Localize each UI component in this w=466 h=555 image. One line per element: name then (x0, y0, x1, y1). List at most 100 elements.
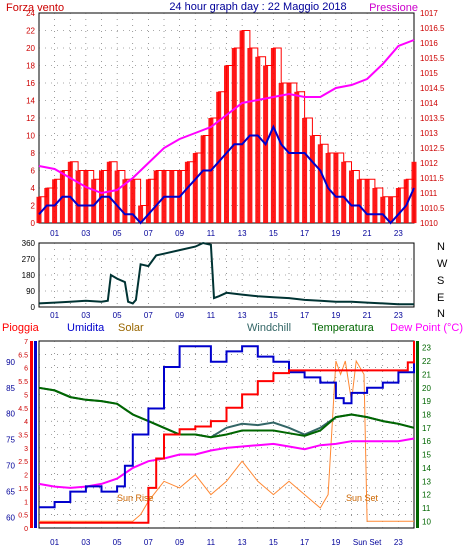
legend-pioggia: Pioggia (2, 322, 40, 334)
wind-speed-tick-label: 16 (26, 79, 35, 88)
wind-pressure-x-tick-label: 07 (144, 229, 153, 238)
rain-tick-label: 0.5 (18, 513, 28, 520)
wind-speed-line (39, 30, 415, 206)
wind-speed-tick-label: 24 (26, 9, 35, 18)
wind-speed-bar (388, 196, 394, 224)
pressure-tick-label: 1014.5 (420, 84, 445, 93)
wind-speed-bar (184, 161, 190, 224)
rain-tick-label: 4.5 (18, 406, 28, 413)
rain-tick-label: 6.5 (18, 352, 28, 359)
wind-direction-series (38, 241, 414, 306)
wind-speed-tick-label: 20 (26, 44, 35, 53)
pressure-tick-label: 1012 (420, 159, 438, 168)
wind-speed-bar (231, 48, 237, 223)
pressure-tick-label: 1015 (420, 69, 438, 78)
wind-speed-bar (67, 161, 73, 224)
humidity-tick-label: 85 (6, 384, 15, 393)
legend-temperatura: Temperatura (312, 322, 375, 334)
wind-speed-bar (224, 65, 229, 223)
wind-speed-bar (52, 179, 58, 224)
rain-tick-label: 4 (24, 419, 28, 426)
humidity-tick-label: 60 (6, 514, 15, 523)
wind-speed-bar (356, 179, 362, 224)
rain-tick-label: 7 (24, 339, 28, 346)
pressure-tick-label: 1011.5 (420, 174, 444, 183)
rain-axis: 0 0.5 1 1.5 2 2.5 3 3.5 4 4.5 5 5.5 6 6.5 7 (18, 339, 28, 533)
wind-direction-x-tick-label: 17 (300, 311, 309, 320)
rain-humidity-temp-x-tick-label: 03 (81, 538, 90, 547)
wind-direction-x-axis: 01 03 05 07 09 11 13 15 17 19 21 23 (50, 311, 403, 320)
rain-humidity-temp-x-tick-label: 23 (394, 538, 403, 547)
wind-speed-axis-title: Forza vento (6, 2, 64, 14)
wind-pressure-x-tick-label: 05 (113, 229, 122, 238)
sunrise-label: Sun Rise (117, 493, 154, 503)
pressure-tick-label: 1010 (420, 219, 438, 228)
pressure-tick-label: 1011 (420, 189, 438, 198)
chart-title: 24 hour graph day : 22 Maggio 2018 (169, 1, 346, 13)
wind-speed-bar (114, 170, 120, 223)
wind-direction-x-tick-label: 11 (207, 311, 216, 320)
pressure-line (38, 39, 415, 195)
wind-direction-x-tick-label: 01 (50, 311, 59, 320)
rain-humidity-temp-x-tick-label: 17 (300, 538, 309, 547)
wind-speed-bar (317, 144, 323, 224)
wind-direction-x-tick-label: 09 (175, 311, 184, 320)
wind-pressure-x-tick-label: 09 (175, 229, 184, 238)
rain-tick-label: 3.5 (18, 433, 28, 440)
wind-speed-tick-label: 10 (26, 132, 35, 141)
wind-pressure-x-tick-label: 19 (331, 229, 340, 238)
wind-speed-tick-label: 14 (26, 97, 35, 106)
legend-dewpoint: Dew Point (°C) (390, 322, 463, 334)
wind-speed-bar (192, 153, 198, 223)
wind-speed-tick-label: 18 (26, 62, 35, 71)
legend-umidita: Umidita (67, 322, 105, 334)
compass-label: E (437, 292, 444, 304)
wind-speed-bar (309, 135, 315, 223)
pressure-axis-title: Pressione (369, 2, 418, 14)
temperature-tick-label: 19 (422, 397, 431, 406)
pressure-tick-label: 1012.5 (420, 144, 445, 153)
wind-pressure-x-axis: 01 03 05 07 09 11 13 15 17 19 21 23 (50, 229, 403, 238)
wind-speed-tick-label: 6 (31, 167, 36, 176)
wind-direction-x-tick-label: 19 (331, 311, 340, 320)
temperature-tick-label: 21 (422, 370, 431, 379)
humidity-tick-label: 80 (6, 410, 15, 419)
temperature-tick-label: 22 (422, 357, 431, 366)
dewpoint-line (38, 437, 415, 489)
wind-direction-x-tick-label: 05 (113, 311, 122, 320)
rain-humidity-temp-x-tick-label: 01 (50, 538, 59, 547)
wind-speed-bar (255, 56, 261, 224)
wind-speed-bar (130, 179, 136, 224)
wind-speed-bar (239, 30, 245, 223)
wind-speed-bar (294, 91, 300, 224)
rain-tick-label: 5 (24, 392, 28, 399)
wind-speed-bar (270, 48, 276, 223)
wind-direction-x-tick-label: 03 (81, 311, 90, 320)
wind-speed-tick-label: 0 (31, 219, 36, 228)
pressure-tick-label: 1013.5 (420, 114, 445, 123)
wind-speed-bar (216, 91, 222, 224)
humidity-axis: 60 65 70 75 80 85 90 (6, 358, 15, 523)
wind-direction-x-tick-label: 15 (269, 311, 278, 320)
wind-speed-bar (380, 196, 386, 224)
wind-speed-bar (153, 170, 159, 223)
rain-humidity-temp-x-tick-label: 15 (269, 538, 278, 547)
humidity-tick-label: 65 (6, 488, 15, 497)
wind-direction-line (38, 241, 414, 306)
temperature-axis: 10 11 12 13 14 15 16 17 18 19 20 21 22 23 (422, 344, 431, 527)
legend-windchill: Windchill (247, 322, 291, 334)
wind-speed-tick-label: 12 (26, 114, 35, 123)
temperature-tick-label: 14 (422, 464, 431, 473)
temperature-tick-label: 11 (422, 504, 431, 513)
wind-speed-bar (122, 179, 128, 224)
wind-speed-tick-label: 8 (31, 149, 36, 158)
wind-pressure-x-tick-label: 11 (207, 229, 216, 238)
wind-speed-bar (75, 170, 81, 223)
wind-direction-axis: 0 90 180 270 360 (22, 239, 36, 312)
wind-pressure-x-tick-label: 03 (81, 229, 90, 238)
rain-humidity-temp-x-tick-label: 05 (113, 538, 122, 547)
rain-tick-label: 2 (24, 473, 28, 480)
wind-direction-tick-label: 0 (31, 303, 36, 312)
